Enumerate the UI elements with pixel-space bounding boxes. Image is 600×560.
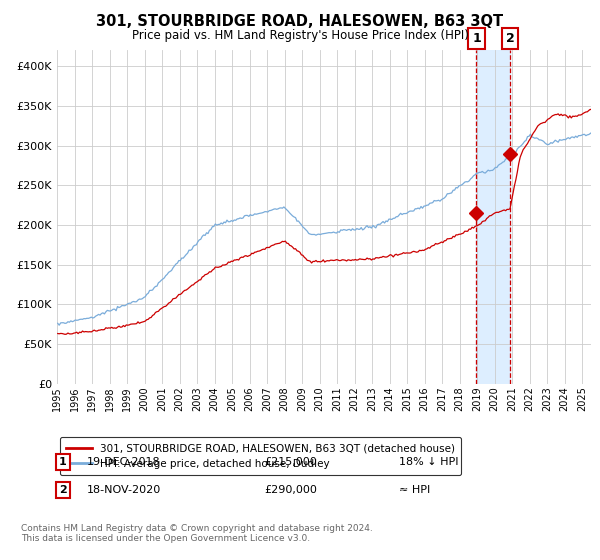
Text: £290,000: £290,000: [264, 485, 317, 495]
Text: £215,000: £215,000: [264, 457, 317, 467]
Text: Price paid vs. HM Land Registry's House Price Index (HPI): Price paid vs. HM Land Registry's House …: [131, 29, 469, 42]
Bar: [476, 50, 510, 384]
Text: 18-NOV-2020: 18-NOV-2020: [87, 485, 161, 495]
Text: 301, STOURBRIDGE ROAD, HALESOWEN, B63 3QT: 301, STOURBRIDGE ROAD, HALESOWEN, B63 3Q…: [97, 14, 503, 29]
Text: 2: 2: [506, 32, 514, 45]
Text: Contains HM Land Registry data © Crown copyright and database right 2024.
This d: Contains HM Land Registry data © Crown c…: [21, 524, 373, 543]
Text: 2: 2: [59, 485, 67, 495]
Text: ≈ HPI: ≈ HPI: [399, 485, 430, 495]
Text: 1: 1: [472, 32, 481, 45]
Text: 19-DEC-2018: 19-DEC-2018: [87, 457, 161, 467]
Text: 18% ↓ HPI: 18% ↓ HPI: [399, 457, 458, 467]
Legend: 301, STOURBRIDGE ROAD, HALESOWEN, B63 3QT (detached house), HPI: Average price, : 301, STOURBRIDGE ROAD, HALESOWEN, B63 3Q…: [59, 437, 461, 475]
Text: 1: 1: [59, 457, 67, 467]
